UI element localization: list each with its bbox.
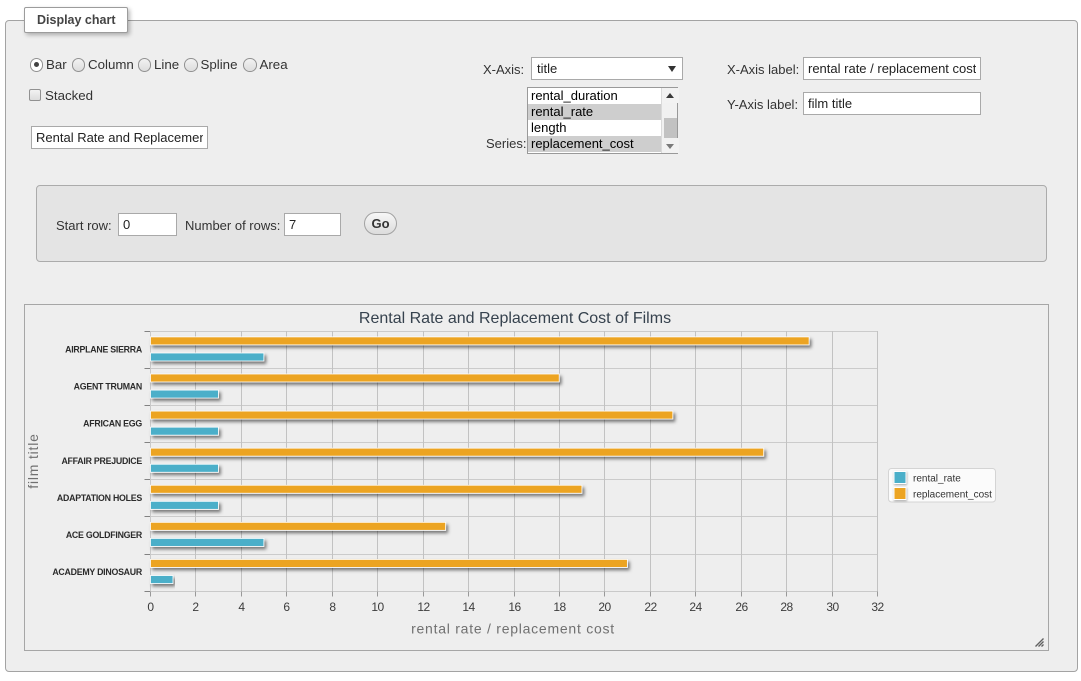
svg-text:32: 32 — [871, 600, 884, 614]
svg-text:0: 0 — [147, 600, 154, 614]
svg-text:18: 18 — [553, 600, 566, 614]
svg-text:16: 16 — [508, 600, 521, 614]
svg-text:rental rate / replacement cost: rental rate / replacement cost — [411, 621, 615, 637]
svg-text:10: 10 — [371, 600, 384, 614]
svg-text:Rental Rate and Replacement Co: Rental Rate and Replacement Cost of Film… — [359, 310, 671, 327]
svg-text:film title: film title — [25, 433, 41, 488]
svg-text:ADAPTATION HOLES: ADAPTATION HOLES — [57, 493, 142, 503]
svg-text:AFFAIR PREJUDICE: AFFAIR PREJUDICE — [61, 456, 142, 466]
svg-text:22: 22 — [644, 600, 657, 614]
svg-text:14: 14 — [462, 600, 475, 614]
svg-text:24: 24 — [689, 600, 702, 614]
svg-text:2: 2 — [192, 600, 199, 614]
svg-text:AFRICAN EGG: AFRICAN EGG — [83, 419, 142, 429]
svg-text:28: 28 — [780, 600, 793, 614]
svg-text:AGENT TRUMAN: AGENT TRUMAN — [74, 382, 142, 392]
svg-text:4: 4 — [238, 600, 245, 614]
svg-text:ACADEMY DINOSAUR: ACADEMY DINOSAUR — [52, 567, 143, 577]
svg-text:6: 6 — [283, 600, 290, 614]
svg-text:20: 20 — [598, 600, 611, 614]
svg-text:30: 30 — [826, 600, 839, 614]
svg-text:12: 12 — [417, 600, 430, 614]
svg-text:26: 26 — [735, 600, 748, 614]
svg-text:ACE GOLDFINGER: ACE GOLDFINGER — [66, 530, 143, 540]
svg-text:replacement_cost: replacement_cost — [913, 490, 992, 501]
svg-text:rental_rate: rental_rate — [913, 474, 961, 485]
svg-text:8: 8 — [329, 600, 336, 614]
svg-text:AIRPLANE SIERRA: AIRPLANE SIERRA — [65, 345, 143, 355]
